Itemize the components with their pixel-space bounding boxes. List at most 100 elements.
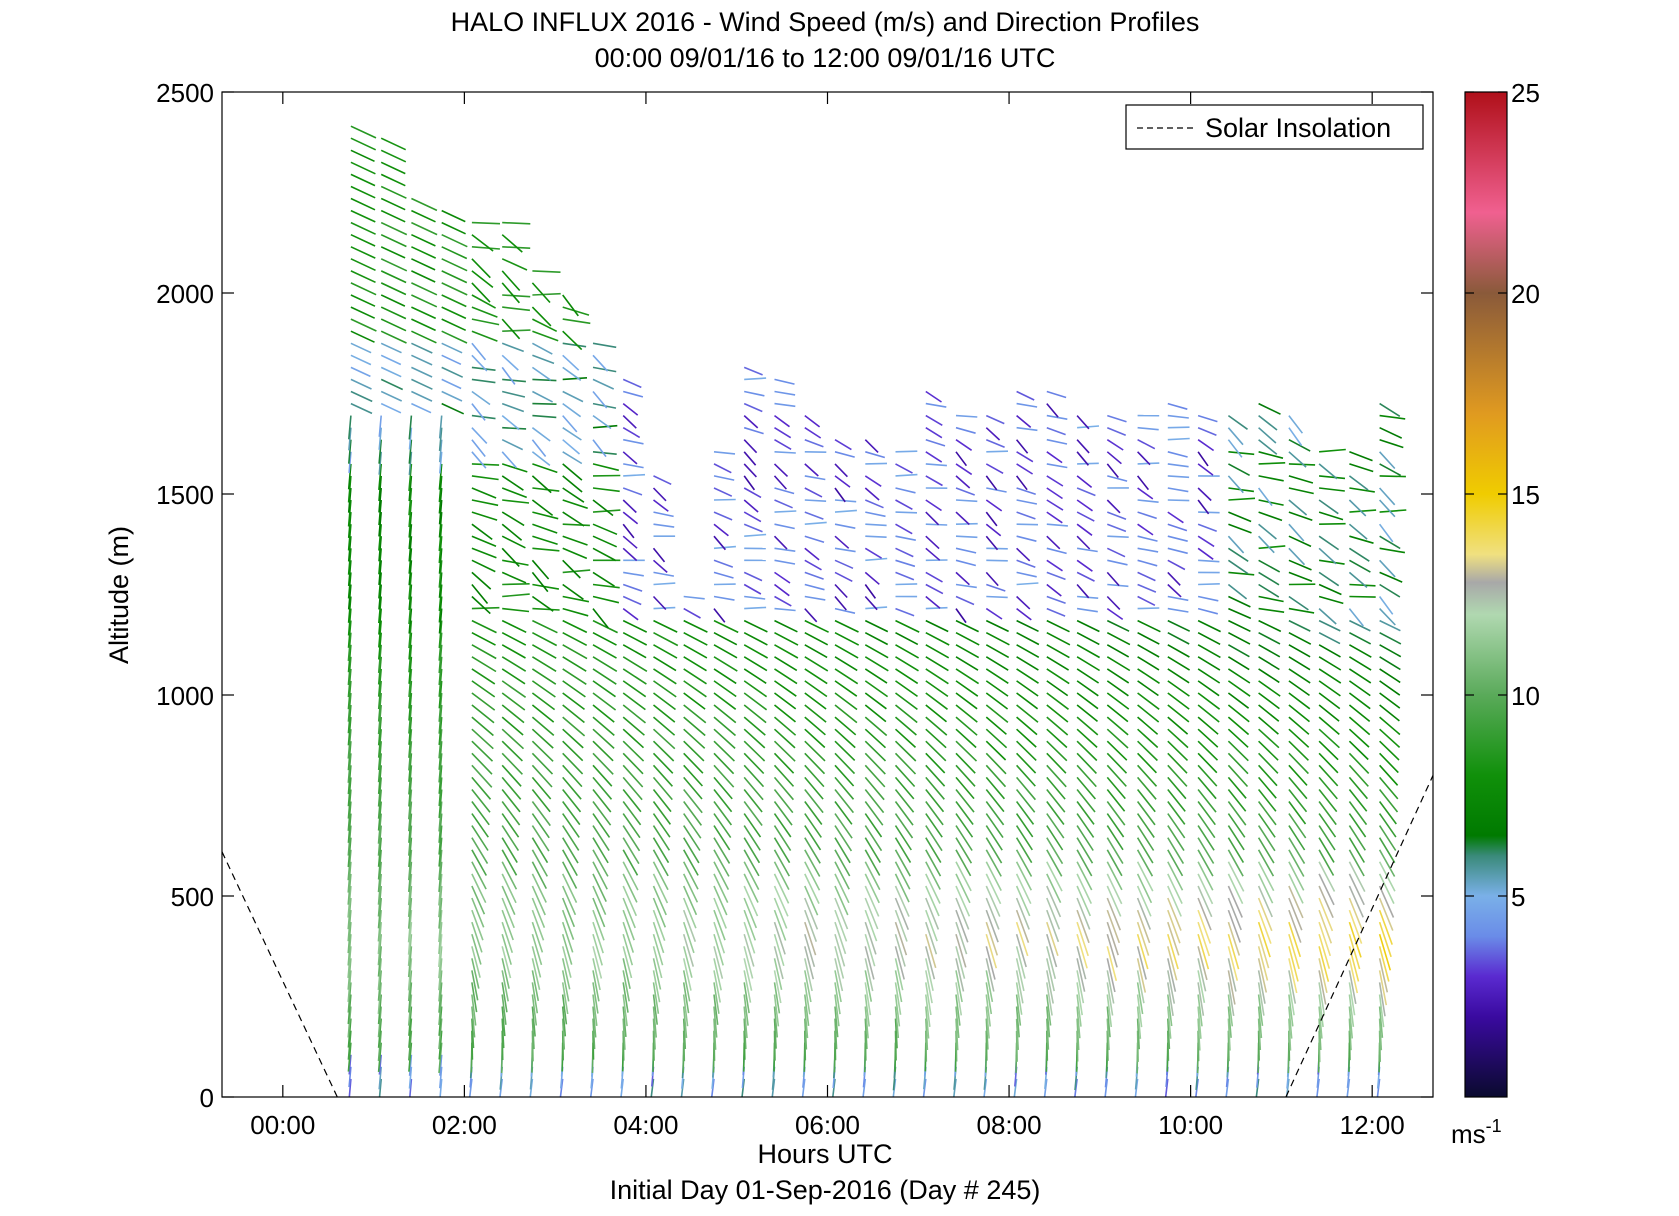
wind-barb [622, 583, 643, 592]
wind-barb [1167, 644, 1190, 658]
wind-barb [441, 402, 465, 415]
wind-barb [471, 559, 496, 573]
wind-barb [471, 511, 498, 521]
wind-barb [743, 764, 765, 788]
wind-barb [531, 1018, 535, 1050]
wind-barb [925, 837, 942, 864]
wind-barb [955, 656, 979, 671]
wind-barb [501, 282, 521, 304]
wind-barb [1197, 547, 1214, 560]
wind-barb [592, 595, 620, 604]
wind-barb [1258, 619, 1282, 633]
wind-barb [532, 402, 557, 405]
wind-barb [713, 921, 726, 954]
wind-barb [471, 318, 500, 326]
wind-barb [411, 402, 432, 414]
wind-barb [743, 426, 764, 435]
wind-barb [743, 644, 768, 659]
wind-barb [1106, 426, 1127, 436]
wind-barb [562, 764, 583, 788]
wind-barb [502, 499, 530, 504]
wind-barb [377, 970, 382, 1001]
wind-barb [561, 861, 578, 889]
wind-barb [985, 776, 1006, 800]
wind-barb [622, 1018, 626, 1050]
wind-barb [652, 1006, 657, 1038]
wind-barb [1258, 451, 1284, 459]
wind-barb [347, 1030, 352, 1060]
wind-barb [1106, 607, 1124, 621]
wind-barb [1106, 1018, 1110, 1051]
wind-barb [441, 378, 462, 390]
wind-barb [408, 765, 413, 795]
wind-barb [347, 596, 352, 623]
wind-barb [562, 644, 588, 660]
wind-barb [804, 571, 824, 580]
wind-barb [1379, 752, 1399, 774]
wind-barb [623, 463, 644, 469]
wind-barb [864, 584, 877, 599]
wind-barb [925, 606, 948, 610]
wind-barb [1167, 463, 1189, 468]
wind-barb [1076, 475, 1093, 489]
wind-barb [925, 668, 949, 685]
wind-barb [471, 595, 491, 615]
wind-barb [438, 946, 443, 979]
wind-barb [652, 716, 676, 736]
wind-barb [1348, 885, 1364, 918]
wind-barb [864, 716, 888, 737]
wind-barb [438, 1018, 443, 1050]
wind-barb [1137, 547, 1159, 553]
wind-barb [683, 656, 707, 672]
wind-barb [713, 716, 737, 737]
wind-barb [378, 548, 382, 575]
wind-barb [1378, 789, 1399, 813]
wind-barb [471, 776, 492, 800]
wind-barb [1167, 825, 1185, 852]
wind-barb [864, 801, 884, 826]
wind-barb [713, 644, 738, 659]
wind-barb [955, 837, 973, 864]
wind-barb [1197, 716, 1219, 735]
wind-barb [1318, 776, 1338, 800]
wind-barb [1288, 728, 1310, 748]
wind-barb [1046, 438, 1068, 445]
wind-barb [834, 825, 853, 852]
wind-barb [1227, 656, 1250, 671]
wind-barb [1258, 559, 1281, 573]
wind-barb [773, 1018, 777, 1049]
wind-barb [1318, 535, 1340, 551]
wind-barb [1227, 1018, 1231, 1051]
wind-barb [1137, 559, 1158, 567]
wind-barb [438, 801, 443, 832]
wind-barb [985, 716, 1007, 735]
wind-barb [408, 861, 413, 892]
wind-barb [1016, 607, 1032, 621]
wind-barb [531, 559, 550, 580]
wind-barb [1379, 402, 1401, 417]
wind-barb [1015, 837, 1033, 864]
wind-barb [894, 861, 911, 890]
wind-barb [501, 692, 526, 711]
wind-barb [1318, 813, 1337, 838]
wind-barb [804, 704, 827, 723]
wind-barb [471, 764, 493, 788]
wind-barb [894, 1030, 897, 1061]
wind-barb [411, 233, 436, 247]
wind-barb [592, 619, 618, 634]
wind-barb [986, 595, 1008, 599]
wind-barb [377, 692, 382, 722]
wind-barb [985, 499, 1003, 512]
wind-barb [380, 233, 407, 248]
wind-barb [347, 897, 352, 930]
wind-barb [1349, 644, 1372, 658]
wind-barb [1136, 885, 1152, 917]
wind-barb [925, 571, 943, 583]
wind-barb [501, 801, 521, 826]
wind-barb [1136, 789, 1156, 813]
wind-barb [1258, 499, 1284, 506]
wind-barb [562, 487, 585, 503]
wind-barb [1076, 559, 1093, 572]
wind-barb [1228, 631, 1251, 645]
wind-barb [350, 402, 373, 415]
